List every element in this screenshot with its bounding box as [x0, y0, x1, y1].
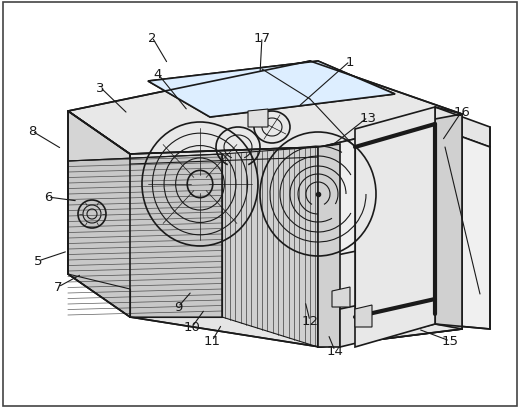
Text: 1: 1 — [346, 55, 354, 68]
Polygon shape — [332, 287, 350, 307]
Text: 17: 17 — [254, 31, 270, 45]
Polygon shape — [148, 62, 395, 118]
Polygon shape — [435, 108, 490, 148]
Text: 9: 9 — [174, 301, 182, 314]
Polygon shape — [355, 108, 435, 347]
Text: 10: 10 — [184, 321, 200, 334]
Polygon shape — [148, 62, 395, 118]
Polygon shape — [340, 289, 435, 347]
Text: 12: 12 — [302, 315, 319, 328]
Polygon shape — [130, 148, 320, 347]
Polygon shape — [222, 148, 318, 347]
Text: 11: 11 — [203, 335, 220, 348]
Text: 5: 5 — [34, 255, 42, 268]
Polygon shape — [435, 128, 490, 329]
Polygon shape — [68, 112, 130, 314]
Text: 4: 4 — [154, 68, 162, 81]
Text: 6: 6 — [44, 191, 52, 204]
Polygon shape — [320, 115, 462, 347]
Polygon shape — [68, 155, 222, 317]
Text: 3: 3 — [96, 81, 104, 94]
Text: 13: 13 — [359, 111, 376, 124]
Polygon shape — [248, 110, 268, 128]
Text: 2: 2 — [148, 31, 156, 45]
Text: 14: 14 — [327, 345, 343, 357]
Polygon shape — [68, 62, 462, 155]
Text: 8: 8 — [28, 125, 36, 138]
Text: 7: 7 — [54, 281, 62, 294]
Polygon shape — [318, 229, 462, 347]
Polygon shape — [318, 145, 340, 347]
Polygon shape — [355, 305, 372, 327]
Text: 16: 16 — [453, 105, 471, 118]
Polygon shape — [435, 115, 462, 329]
Text: 15: 15 — [441, 335, 459, 348]
